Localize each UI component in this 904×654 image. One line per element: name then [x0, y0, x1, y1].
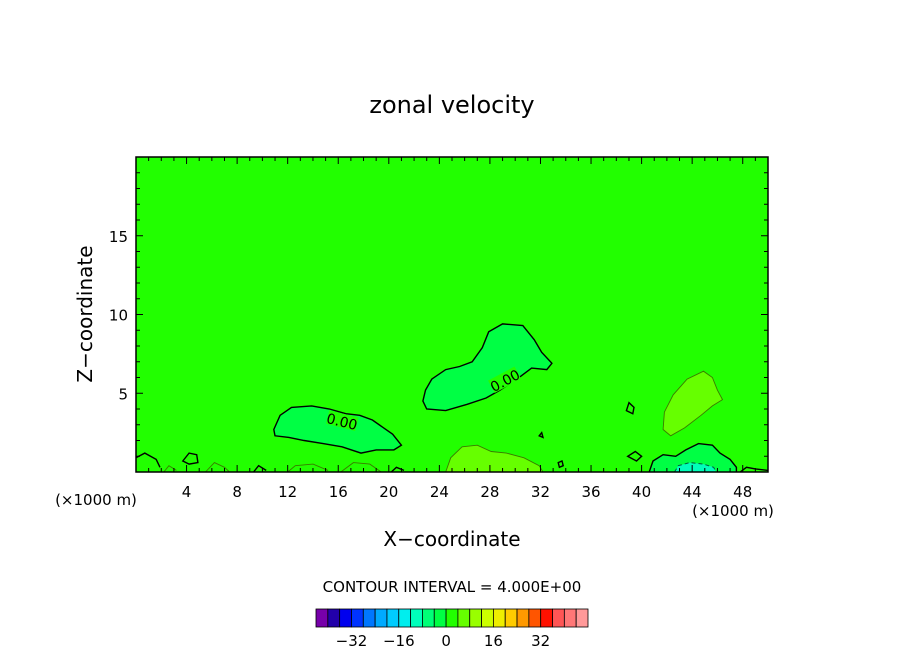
zero-contour-0 [422, 323, 553, 412]
x-axis-label: X−coordinate [383, 527, 520, 551]
colorbar-swatch [516, 608, 530, 628]
y-tick-label: 5 [118, 385, 128, 403]
zero-contour-4 [181, 452, 199, 465]
faint-contour-2 [205, 462, 230, 473]
zero-contour-2 [648, 442, 738, 473]
zero-contour-10 [253, 464, 267, 473]
colorbar [315, 608, 589, 628]
x-tick-label: 24 [430, 483, 449, 501]
axis-ticks [136, 157, 768, 472]
colorbar-swatch [410, 608, 423, 628]
colorbar-swatch [469, 608, 482, 628]
x-tick-label: 28 [480, 483, 499, 501]
colorbar-swatch [552, 608, 565, 628]
contour-fill-regions [273, 323, 737, 472]
colorbar-tick-labels: −32 −16 0 16 32 [336, 632, 551, 650]
colorbar-tick-label: −32 [336, 632, 368, 650]
contour-label-bg-0 [325, 410, 359, 432]
zero-contour-1 [273, 405, 403, 454]
colorbar-swatch [422, 608, 435, 628]
colorbar-swatch [575, 608, 589, 628]
colorbar-swatch [492, 608, 506, 628]
y-tick-labels: 5 10 15 [109, 228, 128, 404]
plot-area [136, 157, 768, 472]
x-tick-label: 4 [182, 483, 192, 501]
x-tick-label: 36 [581, 483, 600, 501]
region-east-positive [663, 371, 723, 436]
x-tick-label: 40 [632, 483, 651, 501]
zero-contour-8 [538, 431, 545, 439]
contour-label-bg-1 [488, 366, 522, 393]
contour-label-0: 0.00 [325, 411, 359, 434]
x-tick-label: 12 [278, 483, 297, 501]
colorbar-tick-label: 16 [484, 632, 503, 650]
colorbar-swatch [386, 608, 400, 628]
x-tick-label: 32 [531, 483, 550, 501]
zero-contour-7 [557, 460, 565, 469]
colorbar-swatch [315, 608, 329, 628]
colorbar-swatch [540, 608, 553, 628]
region-surface-band [445, 445, 543, 472]
chart-title: zonal velocity [369, 91, 534, 119]
y-tick-label: 15 [109, 228, 128, 246]
colorbar-swatch [327, 608, 341, 628]
faint-contour-0 [445, 444, 544, 473]
contour-interval-text: CONTOUR INTERVAL = 4.000E+00 [323, 578, 582, 596]
region-east-surface [649, 443, 737, 472]
colorbar-swatch [374, 608, 388, 628]
colorbar-swatch [504, 608, 518, 628]
contour-lines [135, 323, 769, 473]
colorbar-swatch [351, 608, 364, 628]
x-tick-label: 8 [232, 483, 242, 501]
colorbar-swatch [481, 608, 494, 628]
colorbar-tick-label: 0 [441, 632, 451, 650]
x-tick-label: 16 [329, 483, 348, 501]
zero-contour-6 [626, 450, 643, 462]
colorbar-swatch [398, 608, 412, 628]
zero-contour-3 [135, 452, 161, 468]
colorbar-swatch [457, 608, 471, 628]
colorbar-tick-label: 32 [531, 632, 550, 650]
zero-contour-5 [625, 401, 635, 415]
colorbar-tick-label: −16 [383, 632, 415, 650]
faint-contour-1 [662, 370, 724, 437]
faint-contour-3 [287, 463, 329, 473]
y-axis-label: Z−coordinate [73, 245, 97, 382]
colorbar-swatch [445, 608, 459, 628]
negative-contour-0 [674, 462, 717, 473]
x-unit-right: (×1000 m) [692, 502, 774, 520]
x-tick-label: 48 [733, 483, 752, 501]
colorbar-swatch [362, 608, 376, 628]
faint-contour-4 [340, 462, 382, 473]
colorbar-swatch [339, 608, 352, 628]
x-tick-label: 20 [379, 483, 398, 501]
x-unit-left: (×1000 m) [55, 491, 137, 509]
region-lower-core [273, 405, 402, 454]
zero-contour-9 [739, 466, 769, 473]
x-tick-labels: 4 8 12 16 20 24 28 32 36 40 44 48 [182, 483, 752, 501]
y-tick-label: 10 [109, 307, 128, 325]
region-upper-core [422, 323, 552, 411]
colorbar-swatch [528, 608, 542, 628]
colorbar-swatch [433, 608, 447, 628]
x-tick-label: 44 [683, 483, 702, 501]
colorbar-swatch [563, 608, 577, 628]
